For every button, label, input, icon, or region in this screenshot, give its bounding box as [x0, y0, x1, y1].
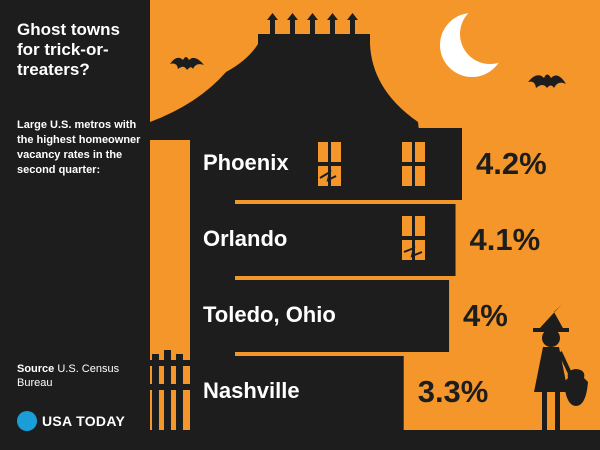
crescent-moon-icon: [440, 4, 520, 77]
chart-subtitle: Large U.S. metros with the highest homeo…: [17, 119, 141, 176]
window: [402, 216, 425, 260]
value-label: 4.1%: [469, 222, 541, 257]
sidebar: Ghost towns for trick-or-treaters? Large…: [0, 0, 150, 450]
house-illustration: [150, 4, 600, 450]
value-label: 4.2%: [476, 146, 547, 181]
brand-name: USA TODAY: [42, 413, 126, 429]
ground: [150, 430, 600, 450]
category-label: Toledo, Ohio: [203, 302, 336, 327]
source-text: U.S. Census Bureau: [17, 363, 120, 389]
witch-child-icon: [533, 304, 588, 430]
fence: [150, 350, 190, 450]
bat-icon: [170, 57, 204, 70]
window: [402, 142, 425, 186]
source-label: Source: [17, 363, 55, 375]
value-label: 3.3%: [417, 374, 489, 409]
bar-phoenix: [190, 128, 462, 200]
chart-title: Ghost towns for trick-or-treaters?: [17, 20, 120, 79]
source-note: Source U.S. Census Bureau: [17, 362, 142, 390]
category-label: Phoenix: [203, 150, 289, 175]
category-label: Orlando: [203, 226, 288, 251]
bat-icon: [528, 74, 566, 88]
house-roof: [150, 13, 420, 140]
brand-logo: USA TODAY: [17, 411, 125, 431]
value-label: 4%: [463, 298, 508, 333]
usa-today-dot-icon: [17, 411, 37, 431]
bar-toledo-ohio: [190, 280, 450, 352]
bar-nashville: [190, 356, 404, 430]
window: [318, 142, 341, 186]
category-label: Nashville: [203, 378, 300, 403]
